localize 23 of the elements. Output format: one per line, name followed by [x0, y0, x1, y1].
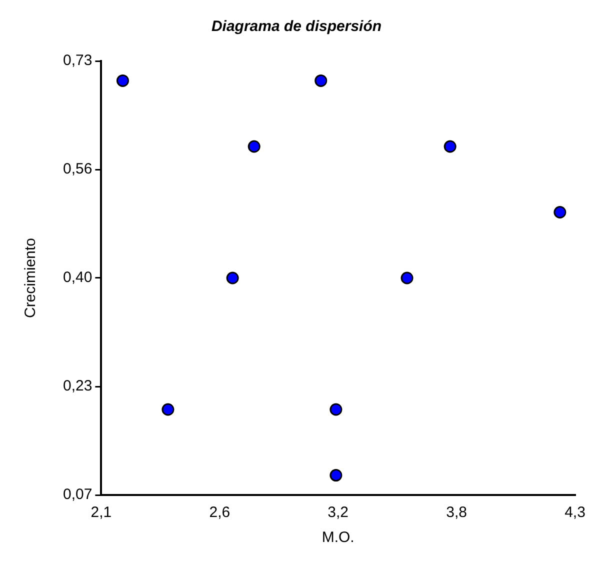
point [116, 74, 129, 87]
x-tick-label: 4,3 [564, 504, 586, 522]
y-tick-label: 0,07 [62, 486, 92, 504]
point [226, 272, 239, 284]
point [554, 206, 566, 218]
x-axis-title: M.O. [322, 529, 354, 546]
x-tick-label: 3,8 [446, 504, 467, 522]
chart-title: Diagrama de dispersión [211, 18, 382, 36]
y-axis-title: Crecimiento [22, 238, 40, 318]
y-tick-label: 0,73 [62, 52, 92, 70]
point [162, 403, 174, 416]
y-tick-label: 0,23 [62, 378, 92, 395]
point [400, 272, 414, 284]
y-tick-label: 0,56 [62, 160, 92, 178]
x-tick-label: 2,1 [90, 504, 112, 522]
point [248, 140, 260, 153]
point [314, 74, 328, 87]
point [444, 140, 456, 153]
x-tick-label: 3,2 [328, 504, 349, 522]
point [330, 403, 342, 416]
y-tick-label: 0,40 [62, 269, 92, 286]
x-tick-label: 2,6 [209, 504, 230, 522]
point [330, 469, 342, 482]
